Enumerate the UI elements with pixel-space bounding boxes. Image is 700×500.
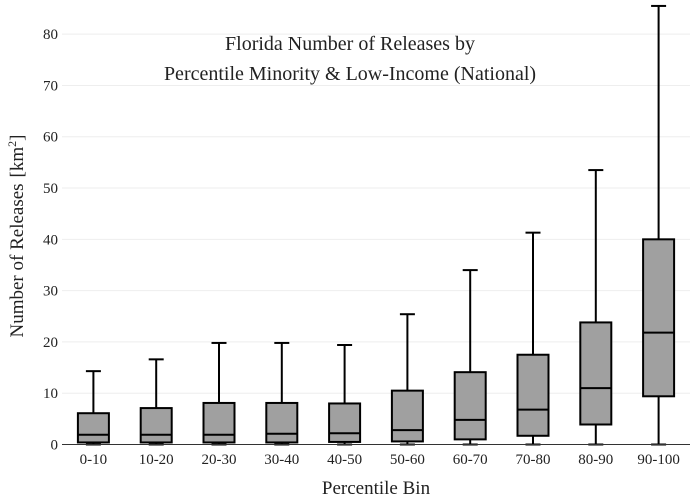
box-plot-90-100 bbox=[642, 4, 676, 446]
y-axis-title-main: Number of Releases bbox=[7, 183, 28, 337]
box-plot-60-70 bbox=[453, 269, 487, 446]
x-tick-label: 70-80 bbox=[516, 452, 551, 468]
y-tick-labels: 0 10 20 30 40 50 60 70 80 bbox=[43, 27, 58, 453]
box-plot-20-30 bbox=[202, 341, 236, 446]
iqr-box bbox=[76, 412, 110, 444]
y-tick-label: 30 bbox=[43, 284, 58, 300]
y-axis-title: Number of Releases [km2] bbox=[5, 135, 28, 338]
iqr-box bbox=[642, 238, 676, 398]
box-plot-50-60 bbox=[390, 313, 424, 446]
chart-title-line-2: Percentile Minority & Low-Income (Nation… bbox=[164, 63, 536, 85]
grid-layer bbox=[62, 33, 690, 394]
iqr-box bbox=[579, 321, 613, 426]
x-tick-label: 50-60 bbox=[390, 452, 425, 468]
iqr-box bbox=[202, 401, 236, 444]
y-tick-label: 50 bbox=[43, 181, 58, 197]
y-tick-label: 0 bbox=[51, 438, 59, 454]
x-tick-label: 40-50 bbox=[327, 452, 362, 468]
iqr-box bbox=[516, 353, 550, 437]
y-tick-label: 10 bbox=[43, 386, 58, 402]
x-tick-label: 30-40 bbox=[264, 452, 299, 468]
box-plot-10-20 bbox=[139, 358, 173, 446]
box-plot-30-40 bbox=[265, 341, 299, 446]
y-tick-label: 70 bbox=[43, 78, 58, 94]
y-axis-title-unit: [km bbox=[7, 147, 28, 178]
box-plot-40-50 bbox=[328, 343, 362, 446]
iqr-box bbox=[328, 402, 362, 443]
x-tick-label: 20-30 bbox=[202, 452, 237, 468]
box-layer bbox=[76, 4, 676, 446]
y-tick-label: 40 bbox=[43, 232, 58, 248]
x-tick-label: 10-20 bbox=[139, 452, 174, 468]
box-plot-0-10 bbox=[76, 370, 110, 446]
box-plot-80-90 bbox=[579, 169, 613, 446]
y-axis-title-unit-close: ] bbox=[7, 135, 28, 141]
iqr-box bbox=[139, 407, 173, 444]
x-axis-title: Percentile Bin bbox=[322, 478, 431, 499]
iqr-box bbox=[453, 371, 487, 441]
box-plot-70-80 bbox=[516, 231, 550, 446]
y-tick-label: 20 bbox=[43, 335, 58, 351]
y-tick-label: 60 bbox=[43, 130, 58, 146]
x-tick-label: 0-10 bbox=[80, 452, 108, 468]
x-tick-label: 90-100 bbox=[637, 452, 680, 468]
y-tick-label: 80 bbox=[43, 27, 58, 43]
x-tick-label: 80-90 bbox=[578, 452, 613, 468]
iqr-box bbox=[265, 401, 299, 444]
y-axis-title-unit-superscript: 2 bbox=[5, 141, 19, 147]
x-tick-label: 60-70 bbox=[453, 452, 488, 468]
iqr-box bbox=[390, 389, 424, 443]
chart-title-line-1: Florida Number of Releases by bbox=[225, 33, 475, 55]
x-tick-labels: 0-10 10-20 20-30 30-40 40-50 50-60 60-70 70-80 8… bbox=[80, 452, 680, 468]
